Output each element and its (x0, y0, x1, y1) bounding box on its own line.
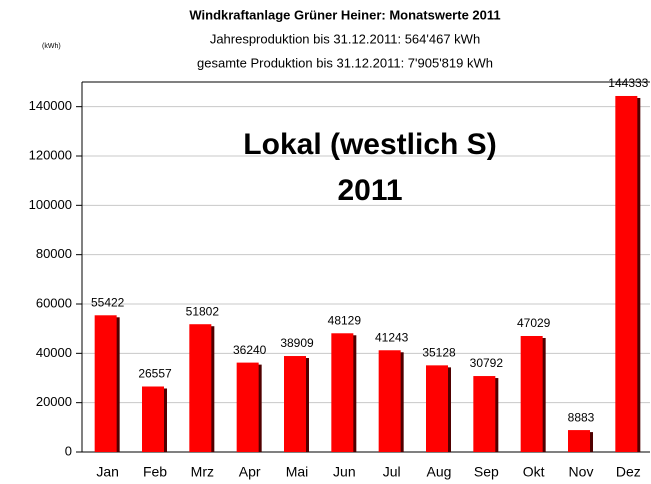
y-tick-label: 80000 (36, 246, 72, 261)
x-tick-label: Nov (569, 464, 594, 480)
value-label: 48129 (328, 313, 362, 327)
value-label: 47029 (517, 316, 551, 330)
bar (142, 386, 164, 452)
x-tick-label: Mai (286, 464, 309, 480)
x-tick-label: Jan (96, 464, 119, 480)
y-tick-label: 40000 (36, 345, 72, 360)
x-tick-label: Apr (239, 464, 261, 480)
value-label: 55422 (91, 295, 125, 309)
bar (426, 365, 448, 452)
chart-subtitle: gesamte Produktion bis 31.12.2011: 7'905… (197, 55, 493, 70)
value-label: 38909 (280, 336, 314, 350)
value-label: 144333 (608, 76, 648, 90)
bar (568, 430, 590, 452)
bar (378, 350, 401, 452)
x-tick-label: Jul (383, 464, 401, 480)
annotation: Lokal (westlich S) (243, 128, 496, 161)
x-tick-label: Feb (143, 464, 167, 480)
value-label: 35128 (422, 346, 456, 360)
bar (284, 356, 306, 452)
value-label: 51802 (186, 304, 220, 318)
bar (615, 95, 638, 452)
bar (520, 335, 543, 452)
annotation: 2011 (337, 174, 402, 207)
y-tick-label: 140000 (29, 98, 72, 113)
chart-subtitle: Jahresproduktion bis 31.12.2011: 564'467… (210, 31, 480, 46)
x-tick-label: Dez (616, 464, 641, 480)
value-label: 30792 (470, 356, 504, 370)
bar (94, 315, 117, 452)
bar (189, 324, 212, 452)
x-tick-label: Aug (427, 464, 452, 480)
chart-title: Windkraftanlage Grüner Heiner: Monatswer… (189, 7, 500, 22)
y-axis-label: (kWh) (42, 43, 61, 50)
x-tick-label: Jun (333, 464, 356, 480)
y-tick-label: 100000 (29, 197, 72, 212)
y-tick-label: 20000 (36, 394, 72, 409)
y-tick-label: 60000 (36, 295, 72, 310)
value-label: 41243 (375, 330, 409, 344)
y-tick-label: 120000 (29, 147, 72, 162)
value-label: 26557 (138, 367, 172, 381)
bar (473, 376, 496, 452)
bar (331, 333, 354, 452)
y-tick-label: 0 (65, 443, 72, 458)
value-label: 8883 (568, 410, 595, 424)
x-tick-label: Sep (474, 464, 499, 480)
x-tick-label: Mrz (191, 464, 214, 480)
bar (236, 362, 259, 452)
value-label: 36240 (233, 343, 267, 357)
x-tick-label: Okt (523, 464, 545, 480)
